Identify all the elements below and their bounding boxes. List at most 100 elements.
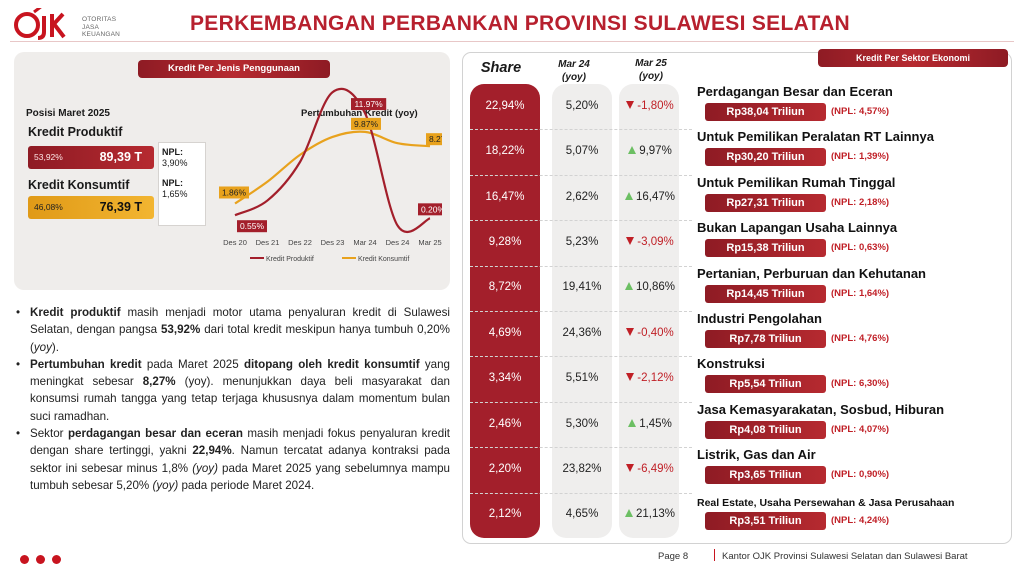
sector-name: Industri Pengolahan <box>697 311 822 326</box>
bullet-text: 53,92% <box>160 323 201 337</box>
sector-amount: Rp38,04 Triliun <box>705 103 826 121</box>
mar25-value: -1,80% <box>637 99 674 112</box>
mar25-cell: -0,40% <box>617 327 683 339</box>
sector-npl: (NPL: 4,07%) <box>831 423 890 435</box>
bullet-text: (yoy) <box>152 478 179 492</box>
title-divider <box>10 41 1014 42</box>
mar25-value: 10,86% <box>635 281 675 294</box>
data-label: 11.97% <box>354 99 383 109</box>
sector-npl: (NPL: 1,39%) <box>831 151 890 163</box>
sector-amount: Rp3,65 Triliun <box>705 466 826 485</box>
triangle-up-icon <box>624 191 633 200</box>
triangle-up-icon <box>624 509 633 518</box>
series-line-produktif <box>234 87 431 234</box>
ojk-logo-mark <box>14 8 66 40</box>
kredit-konsumtif-share: 46,08% <box>34 202 63 212</box>
mar24-value: 5,51% <box>565 372 599 385</box>
bullet-text: ditopang oleh kredit konsumtif <box>243 357 420 371</box>
sector-name: Bukan Lapangan Usaha Lainnya <box>697 220 898 236</box>
data-label-box <box>426 133 442 146</box>
row-separator <box>470 356 692 358</box>
ojk-logo: OTORITAS JASA KEUANGAN <box>14 8 124 42</box>
triangle-down-icon <box>626 327 635 336</box>
kredit-konsumtif-label: Kredit Konsumtif <box>28 178 130 192</box>
sector-npl: (NPL: 4,76%) <box>831 333 890 344</box>
bullet-text: Sektor <box>30 427 68 441</box>
mar25-cell: 16,47% <box>617 191 683 203</box>
mar24-value: 4,65% <box>565 508 599 521</box>
row-separator <box>470 220 692 222</box>
bullet-item: Sektor perdagangan besar dan eceran masi… <box>14 425 450 494</box>
mar25-cell: 21,13% <box>617 508 683 520</box>
mar25-value: -3,09% <box>637 235 674 248</box>
mar24-value: 5,20% <box>565 99 599 112</box>
bullet-text: masih menjadi motor utama penyaluran kre… <box>30 306 450 337</box>
header-mar24-line2: (yoy) <box>562 72 586 83</box>
mar25-value: -2,12% <box>637 372 674 385</box>
share-value: 2,20% <box>488 462 522 475</box>
bullet-text: 8,27% <box>142 375 176 389</box>
npl-konsumtif-value: 1,65% <box>162 189 188 199</box>
legend-label: Kredit Produktif <box>266 256 314 263</box>
logo-text: OTORITAS JASA KEUANGAN <box>82 16 120 39</box>
bullet-item: Kredit produktif masih menjadi motor uta… <box>14 304 450 356</box>
triangle-down-icon <box>626 100 635 109</box>
bullet-text: Kredit produktif <box>30 306 121 319</box>
share-value: 18,22% <box>485 145 525 158</box>
sector-npl: (NPL: 2,18%) <box>831 196 890 208</box>
x-tick-label: Des 20 <box>223 238 247 247</box>
pertumbuhan-kredit-chart: 0.55% 11.97% 0.20% 1.86% 9.87% 8.27% Des 20 Des… <box>219 87 442 263</box>
logo-line-1: OTORITAS <box>82 16 117 23</box>
share-value: 2,46% <box>488 417 522 430</box>
data-label-box <box>219 186 249 199</box>
sector-npl: (NPL: 6,30%) <box>831 378 890 390</box>
kredit-produktif-label: Kredit Produktif <box>28 125 123 139</box>
sector-amount: Rp5,54 Triliun <box>705 375 826 394</box>
chart-title: Pertumbuhan Kredit (yoy) <box>301 108 418 119</box>
bullet-text: perdagangan besar dan eceran <box>67 427 243 441</box>
row-separator <box>470 265 692 267</box>
mar24-value: 5,07% <box>565 145 599 158</box>
sector-name: Untuk Pemilikan Peralatan RT Lainnya <box>697 129 934 145</box>
row-separator <box>470 129 692 131</box>
bullet-text: dari total kredit meskipun hanya tumbuh … <box>30 323 450 354</box>
summary-bullets: Kredit produktif masih menjadi motor uta… <box>14 304 450 494</box>
share-value: 9,28% <box>488 235 522 248</box>
triangle-up-icon <box>624 282 633 291</box>
data-label-box <box>351 117 381 130</box>
share-value: 2,12% <box>488 508 522 521</box>
bullet-text: yang meningkat sebesar <box>30 357 451 389</box>
sector-name: Perdagangan Besar dan Eceran <box>697 84 893 99</box>
row-separator <box>470 447 692 449</box>
pagination-dots <box>20 551 68 569</box>
sector-npl: (NPL: 4,24%) <box>831 514 890 526</box>
sector-amount: Rp4,08 Triliun <box>705 420 826 439</box>
data-label: 0.20% <box>421 204 442 214</box>
header-share: Share <box>480 60 522 76</box>
mar25-value: 1,45% <box>639 417 672 430</box>
data-label-box <box>351 98 387 111</box>
posisi-label: Posisi Maret 2025 <box>26 108 110 119</box>
bullet-text: 22,94% <box>192 444 232 458</box>
logo-line-2: JASA <box>82 23 100 31</box>
kredit-konsumtif-bar: 46,08% 76,39 T <box>28 196 154 219</box>
mar25-cell: 1,45% <box>617 418 683 430</box>
mar24-value: 5,30% <box>565 417 599 430</box>
bullet-text: pada Maret 2025 <box>141 357 244 371</box>
header-mar24-line1: Mar 24 <box>558 59 590 70</box>
data-label: 0.55% <box>240 221 265 231</box>
data-label: 1.86% <box>222 187 247 197</box>
x-tick-label: Des 22 <box>288 238 312 247</box>
bullet-text: Pertumbuhan kredit <box>30 357 142 371</box>
bullet-text: pada periode Maret 2024. <box>178 478 315 492</box>
sector-amount: Rp7,78 Triliun <box>705 330 826 348</box>
bullet-text: yoy <box>33 340 52 354</box>
sector-name: Untuk Pemilikan Rumah Tinggal <box>697 174 896 190</box>
row-separator <box>470 174 692 176</box>
header-mar25-line2: (yoy) <box>639 71 663 82</box>
triangle-up-icon <box>628 418 637 427</box>
share-value: 16,47% <box>485 190 525 203</box>
footer-divider <box>714 549 715 561</box>
section-label-sektor: Kredit Per Sektor Ekonomi <box>818 49 1008 67</box>
x-tick-label: Des 24 <box>386 238 410 247</box>
